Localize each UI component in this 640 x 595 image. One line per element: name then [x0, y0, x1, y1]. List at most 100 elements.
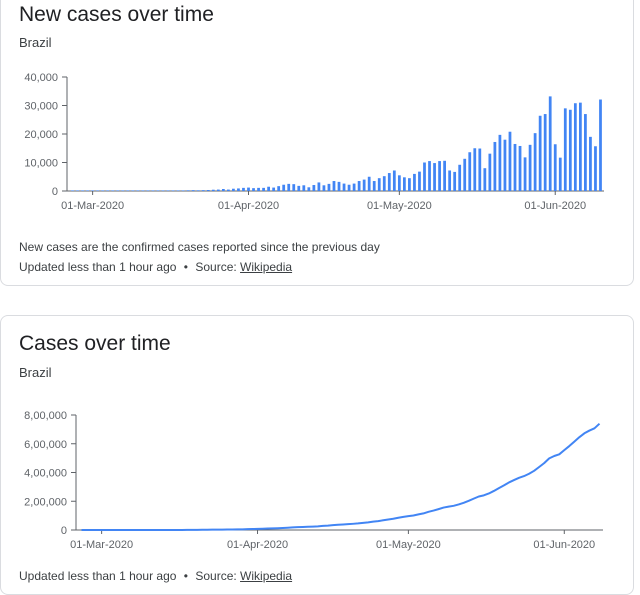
bar	[518, 145, 522, 191]
new-cases-bar-chart: 0 10,000 20,000 30,000 40,000 01-Mar-2020 01-A…	[24, 72, 604, 212]
bar	[568, 109, 572, 191]
new-cases-card: New cases over time Brazil 0 10,000 20,000…	[0, 0, 634, 286]
bar	[166, 190, 170, 191]
bar	[186, 190, 190, 191]
bar	[131, 190, 135, 191]
y-tick-label: 2,00,000	[24, 496, 67, 508]
bar	[533, 133, 537, 191]
bar	[96, 190, 100, 191]
bar	[433, 163, 436, 191]
bar	[216, 189, 220, 191]
bar	[463, 158, 467, 191]
bar	[382, 176, 386, 191]
bar	[176, 190, 180, 191]
bar	[262, 187, 265, 191]
source-link[interactable]: Wikipedia	[240, 260, 293, 274]
bar	[392, 170, 396, 191]
bar	[402, 177, 406, 191]
bar	[563, 108, 567, 191]
y-tick-label: 0	[61, 525, 67, 537]
bar	[302, 185, 306, 191]
chart-title: Cases over time	[19, 332, 171, 355]
bar	[227, 189, 230, 191]
bar	[589, 136, 592, 191]
bar	[337, 181, 341, 191]
update-info: Updated less than 1 hour ago • Source: W…	[19, 569, 292, 583]
source-label: Source:	[195, 260, 237, 274]
bar	[237, 188, 240, 191]
bar	[498, 134, 502, 191]
bar	[272, 187, 276, 191]
separator-dot: •	[183, 260, 188, 274]
bar	[458, 164, 462, 191]
bar	[397, 175, 401, 191]
bar	[367, 176, 371, 191]
bar	[428, 161, 431, 191]
updated-text: Updated less than 1 hour ago	[19, 569, 177, 583]
bar	[111, 190, 115, 191]
y-tick-label: 6,00,000	[24, 439, 67, 451]
bar	[573, 103, 577, 191]
bar	[513, 143, 517, 191]
bar	[307, 187, 311, 191]
bar	[91, 190, 95, 191]
y-tick-label: 30,000	[24, 101, 58, 113]
bar	[493, 141, 497, 191]
chart-title: New cases over time	[19, 3, 214, 26]
x-tick-label: 01-May-2020	[376, 539, 441, 551]
bar	[71, 190, 74, 191]
bar	[206, 190, 210, 191]
bar	[468, 152, 472, 191]
bar	[312, 185, 316, 191]
bar	[151, 190, 155, 191]
bar	[287, 183, 291, 191]
bar	[342, 183, 346, 191]
y-tick-label: 10,000	[24, 158, 58, 170]
bar	[171, 190, 175, 191]
bar	[252, 188, 255, 191]
bar	[347, 184, 351, 191]
chart-subtitle: Brazil	[19, 35, 52, 50]
total-cases-line-chart: 0 2,00,000 4,00,000 6,00,000 8,00,000 01-Mar-…	[24, 410, 603, 551]
bar	[408, 178, 411, 191]
bar	[146, 190, 150, 191]
bar	[357, 181, 361, 191]
bar	[221, 189, 225, 191]
bar	[297, 185, 301, 191]
y-tick-label: 20,000	[24, 129, 58, 141]
bar	[106, 190, 110, 191]
updated-text: Updated less than 1 hour ago	[19, 260, 177, 274]
bar	[76, 190, 79, 191]
bar	[201, 190, 205, 191]
series-line	[81, 422, 601, 531]
bar	[377, 178, 381, 191]
x-tick-label: 01-Apr-2020	[227, 539, 288, 551]
bar	[387, 173, 391, 191]
bar	[136, 190, 140, 191]
bar	[191, 190, 195, 191]
separator-dot: •	[183, 569, 188, 583]
x-tick-label: 01-May-2020	[367, 200, 432, 212]
bar	[81, 190, 84, 191]
source-link[interactable]: Wikipedia	[240, 569, 293, 583]
source-label: Source:	[195, 569, 237, 583]
bar	[322, 185, 326, 191]
chart-subtitle: Brazil	[19, 365, 52, 380]
bar	[578, 102, 582, 191]
bar	[548, 96, 552, 191]
bar	[161, 190, 165, 191]
bar	[418, 171, 421, 191]
bar	[141, 190, 145, 191]
x-tick-label: 01-Mar-2020	[70, 539, 133, 551]
bar	[483, 168, 487, 191]
bar	[327, 183, 331, 191]
y-tick-label: 40,000	[24, 72, 58, 84]
y-tick-label: 4,00,000	[24, 468, 67, 480]
bar	[423, 162, 426, 191]
bar	[478, 148, 482, 191]
bar	[543, 114, 547, 191]
bar	[86, 190, 89, 191]
bar	[101, 190, 105, 191]
bar	[538, 115, 542, 191]
bar	[448, 170, 452, 191]
